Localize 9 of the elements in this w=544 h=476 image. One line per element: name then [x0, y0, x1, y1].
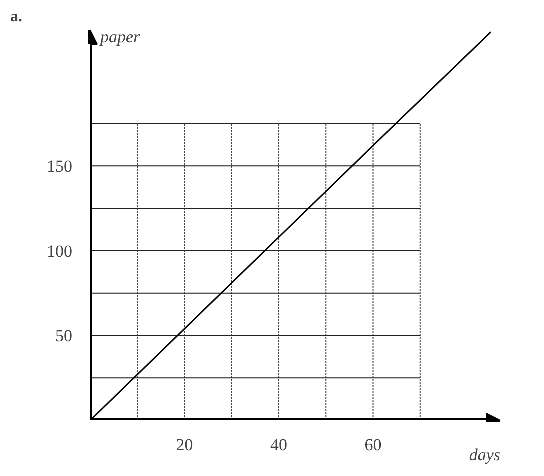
x-tick-label: 20: [176, 436, 194, 454]
y-tick-label: 150: [47, 157, 72, 176]
y-tick-label: 100: [47, 242, 72, 261]
x-tick-label: 40: [270, 436, 288, 454]
chart-title: a.: [10, 8, 22, 26]
x-axis-title: days: [469, 446, 501, 464]
x-tick-label: 60: [364, 436, 382, 454]
y-tick-label: 50: [56, 326, 72, 346]
y-axis-title: paper: [100, 28, 141, 46]
